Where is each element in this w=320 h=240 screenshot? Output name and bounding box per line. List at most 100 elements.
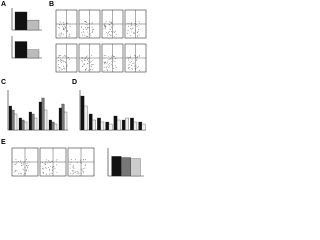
- event: [90, 65, 92, 67]
- event: [105, 25, 106, 27]
- event: [91, 55, 93, 57]
- event: [84, 60, 85, 62]
- event: [106, 63, 108, 65]
- figure: A B C D E: [1, 1, 147, 177]
- bar: [83, 105, 88, 131]
- event: [62, 29, 64, 31]
- event: [108, 59, 110, 60]
- event: [92, 64, 94, 65]
- event: [137, 32, 138, 34]
- event: [23, 162, 25, 164]
- event: [90, 64, 92, 66]
- event: [133, 66, 135, 68]
- event: [48, 161, 50, 163]
- event: [59, 67, 60, 68]
- event: [17, 173, 19, 174]
- event: [111, 60, 113, 62]
- event: [111, 21, 113, 23]
- event: [61, 69, 63, 70]
- event: [58, 70, 60, 71]
- event: [127, 56, 129, 58]
- event: [82, 30, 84, 32]
- event: [85, 24, 87, 26]
- event: [109, 65, 110, 67]
- event: [103, 61, 105, 63]
- event: [16, 170, 18, 172]
- event: [73, 172, 75, 174]
- event: [130, 31, 132, 33]
- bar: [58, 107, 62, 131]
- event: [86, 24, 88, 26]
- event: [43, 162, 45, 164]
- event: [92, 28, 94, 30]
- event: [15, 159, 17, 160]
- bar: [116, 119, 121, 131]
- event: [18, 161, 19, 163]
- event: [87, 55, 89, 57]
- event: [114, 36, 116, 37]
- event: [60, 24, 62, 26]
- event: [83, 32, 85, 33]
- event: [106, 65, 108, 67]
- event: [59, 54, 61, 56]
- event: [55, 160, 57, 162]
- bar: [14, 41, 28, 59]
- event: [25, 159, 27, 160]
- event: [135, 57, 137, 59]
- event: [49, 173, 50, 175]
- event: [52, 167, 53, 168]
- event: [109, 24, 111, 26]
- event: [106, 69, 108, 71]
- bar: [44, 109, 48, 131]
- event: [44, 163, 46, 165]
- event: [59, 32, 61, 34]
- panel-label: D: [72, 79, 77, 86]
- event: [86, 31, 88, 33]
- event: [114, 56, 115, 58]
- event: [128, 67, 130, 69]
- event: [91, 60, 93, 61]
- event: [28, 170, 30, 172]
- event: [84, 27, 86, 29]
- event: [103, 57, 105, 59]
- event: [81, 168, 83, 170]
- event: [111, 26, 113, 28]
- event: [135, 29, 137, 31]
- event: [115, 67, 117, 68]
- event: [60, 67, 62, 69]
- event: [66, 30, 67, 32]
- event: [110, 30, 112, 32]
- event: [20, 172, 22, 174]
- bar: [125, 117, 129, 131]
- event: [64, 25, 66, 27]
- event: [104, 27, 106, 28]
- event: [59, 24, 61, 26]
- event: [107, 35, 109, 37]
- event: [137, 31, 139, 32]
- event: [86, 27, 88, 29]
- event: [27, 167, 28, 169]
- bar: [138, 121, 143, 131]
- event: [86, 36, 88, 37]
- event: [135, 56, 136, 58]
- event: [69, 167, 71, 169]
- event: [58, 55, 60, 56]
- event: [62, 56, 64, 58]
- event: [130, 56, 132, 58]
- event: [128, 57, 129, 59]
- event: [130, 35, 132, 36]
- bar: [113, 115, 118, 131]
- event: [132, 63, 134, 64]
- event: [87, 59, 89, 60]
- event: [84, 164, 86, 166]
- event: [127, 64, 129, 66]
- bar: [11, 109, 15, 131]
- event: [90, 69, 91, 70]
- event: [73, 167, 75, 169]
- event: [131, 24, 132, 26]
- event: [88, 69, 89, 71]
- event: [78, 173, 80, 175]
- event: [62, 26, 63, 27]
- event: [104, 61, 106, 63]
- event: [135, 65, 137, 67]
